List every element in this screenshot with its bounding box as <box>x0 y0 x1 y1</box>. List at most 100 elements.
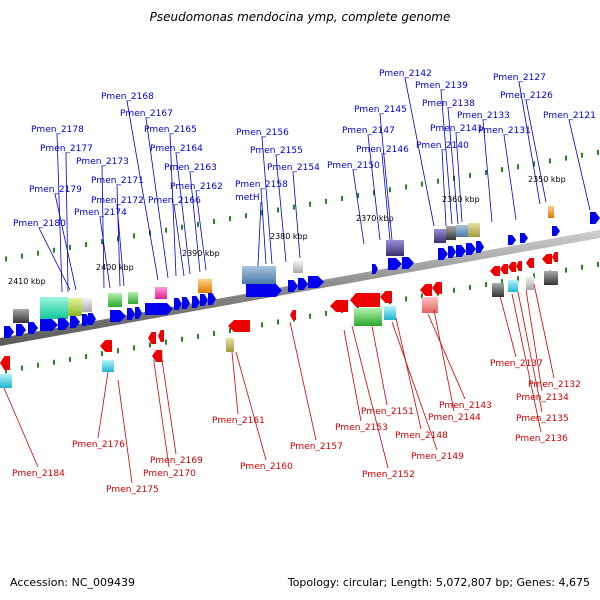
gene-label: Pmen_2140 <box>416 141 469 151</box>
leader-line <box>381 153 391 241</box>
reverse-gene-arrow <box>100 340 112 352</box>
gene-label: Pmen_2161 <box>212 416 265 426</box>
leader-line <box>518 81 541 205</box>
gene-labels: Pmen_2178 Pmen_2177 Pmen_2179 Pmen_2180 Pmen… <box>12 69 596 495</box>
leader-line <box>352 169 365 245</box>
leader-line <box>99 216 111 289</box>
leader-line <box>260 188 267 265</box>
gene-label: Pmen_2147 <box>342 126 395 136</box>
gene-label: Pmen_2148 <box>395 431 448 441</box>
forward-gene-arrow <box>70 316 80 328</box>
feature-box <box>384 306 396 320</box>
leader-line <box>289 321 317 441</box>
gene-label: Pmen_2155 <box>250 146 303 156</box>
leader-line <box>482 119 493 223</box>
gene-label: Pmen_2137 <box>490 359 543 369</box>
feature-box <box>468 223 480 237</box>
gene-label: Pmen_2156 <box>236 128 289 138</box>
forward-gene-arrow <box>372 264 378 274</box>
forward-gene-arrow <box>298 278 308 290</box>
forward-gene-arrow <box>40 319 58 331</box>
leader-line <box>441 149 447 227</box>
gene-label: Pmen_2173 <box>76 157 129 167</box>
forward-gene-arrow <box>135 307 142 319</box>
gene-label: Pmen_2177 <box>40 144 93 154</box>
leader-line <box>38 227 71 291</box>
gene-label: Pmen_2170 <box>143 469 196 479</box>
gene-label: Pmen_2131 <box>478 126 531 136</box>
accession-text: Accession: NC_009439 <box>10 576 136 589</box>
forward-gene-arrow <box>402 257 414 269</box>
forward-gene-arrow <box>182 297 190 309</box>
leader-line <box>231 351 239 415</box>
reverse-gene-arrow <box>432 282 442 294</box>
reverse-gene-arrow <box>290 310 296 320</box>
feature-box <box>82 298 92 312</box>
feature-box <box>544 271 558 285</box>
forward-gene-arrow <box>246 284 282 297</box>
feature-box <box>40 297 68 319</box>
feature-box <box>508 280 518 292</box>
leader-line <box>511 293 542 433</box>
gene-label: Pmen_2149 <box>411 452 464 462</box>
forward-gene-arrow <box>308 276 324 288</box>
leader-line <box>379 113 393 241</box>
gene-arrows <box>0 212 600 370</box>
feature-box <box>422 297 438 313</box>
leader-line <box>189 171 201 273</box>
feature-box <box>242 266 276 284</box>
gene-label: Pmen_2132 <box>528 380 581 390</box>
gene-label: Pmen_2157 <box>290 442 343 452</box>
gene-label: Pmen_2141 <box>430 124 483 134</box>
leader-line <box>371 325 388 406</box>
gene-label: Pmen_2153 <box>335 423 388 433</box>
reverse-gene-arrow <box>526 258 534 268</box>
gene-label: Pmen_2180 <box>13 219 66 229</box>
gene-label: Pmen_2169 <box>150 456 203 466</box>
reverse-gene-arrow <box>490 266 500 276</box>
leader-lines <box>3 77 591 484</box>
feature-box <box>226 338 234 352</box>
feature-box <box>128 292 138 304</box>
reverse-gene-arrow <box>228 320 250 332</box>
gene-label: Pmen_2121 <box>543 111 596 121</box>
reverse-gene-arrow <box>148 332 156 344</box>
gene-label: Pmen_2175 <box>106 485 159 495</box>
gene-label: Pmen_2162 <box>170 182 223 192</box>
forward-gene-arrow <box>448 246 456 258</box>
leader-line <box>447 107 459 225</box>
map-title: Pseudomonas mendocina ymp, complete geno… <box>149 10 451 24</box>
forward-gene-arrow <box>466 243 476 255</box>
feature-box <box>456 225 468 237</box>
leader-line <box>126 100 159 281</box>
feature-box <box>526 276 534 290</box>
forward-gene-arrow <box>438 248 448 260</box>
gene-label: Pmen_2168 <box>101 92 154 102</box>
gene-label: Pmen_2151 <box>361 407 414 417</box>
reverse-gene-arrow <box>380 291 392 303</box>
forward-gene-arrow <box>200 294 208 306</box>
leader-line <box>292 171 301 259</box>
forward-gene-arrow <box>456 245 466 257</box>
leader-line <box>117 379 133 484</box>
gene-label: Pmen_2154 <box>267 163 320 173</box>
reverse-gene-arrow <box>330 300 348 312</box>
leader-line <box>433 309 455 412</box>
gene-label: Pmen_2160 <box>240 462 293 472</box>
feature-box <box>13 309 29 323</box>
feature-box <box>548 206 554 218</box>
leader-line <box>275 154 287 263</box>
reverse-gene-arrow <box>508 262 516 272</box>
leader-line <box>145 117 169 279</box>
leader-line <box>161 359 177 455</box>
gene-label: Pmen_2134 <box>516 393 569 403</box>
leader-line <box>257 201 262 267</box>
kbp-label: 2410 kbp <box>8 277 46 286</box>
gene-label: Pmen_2138 <box>422 99 475 109</box>
reverse-gene-arrow <box>350 293 380 307</box>
topology-text: Topology: circular; Length: 5,072,807 bp… <box>287 576 590 589</box>
gene-label: Pmen_2178 <box>31 125 84 135</box>
reverse-gene-arrow <box>552 252 558 262</box>
feature-box <box>155 287 167 299</box>
gene-label: Pmen_2133 <box>457 111 510 121</box>
